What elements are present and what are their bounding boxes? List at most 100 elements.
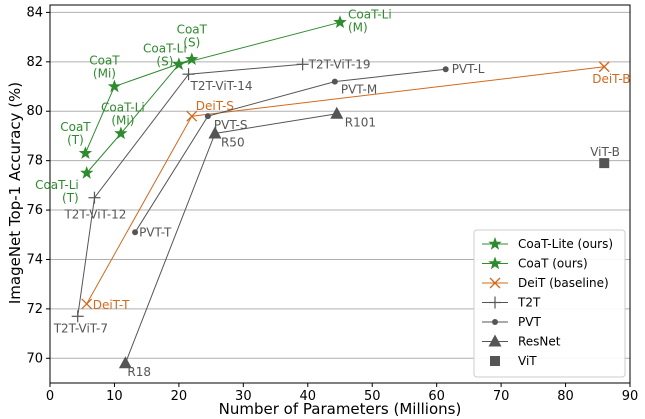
triangle-shape	[118, 356, 132, 369]
point-label: PVT-M	[341, 83, 377, 97]
star-shape	[80, 166, 94, 179]
point-label-line: T2T-ViT-19	[308, 57, 371, 71]
circle-marker	[132, 229, 139, 236]
triangle-marker	[118, 356, 132, 369]
point-label-line: (T)	[67, 133, 84, 147]
point-label: DeiT-S	[196, 99, 234, 113]
circle-marker	[331, 78, 338, 85]
point-label: PVT-T	[139, 225, 172, 239]
point-label: T2T-ViT-19	[308, 57, 371, 71]
x-tick-label: 30	[235, 389, 252, 404]
point-label-line: R50	[221, 135, 245, 149]
legend-entry: ViT	[490, 354, 537, 368]
point-label-line: DeiT-B	[592, 72, 630, 86]
legend-entry: T2T	[482, 296, 541, 310]
star-shape	[107, 79, 122, 93]
y-tick-label: 82	[26, 55, 43, 70]
point-label-line: PVT-S	[214, 118, 248, 132]
x-marker	[186, 110, 198, 122]
square-shape	[490, 356, 500, 366]
plus-marker	[296, 58, 309, 71]
legend-box	[473, 229, 626, 378]
plus-marker	[88, 191, 101, 204]
circle-shape	[204, 113, 211, 120]
x-tick-label: 80	[557, 389, 574, 404]
series-line	[86, 21, 341, 174]
point-label: T2T-ViT-14	[190, 79, 253, 93]
point-label-line: PVT-L	[452, 62, 485, 76]
legend-entry: CoaT-Lite (ours)	[482, 237, 613, 251]
point-label: CoaT-Li (M)	[348, 7, 392, 34]
circle-shape	[331, 78, 338, 85]
y-tick-label: 84	[26, 5, 43, 20]
square-marker	[490, 356, 500, 366]
triangle-shape	[488, 334, 502, 347]
triangle-marker	[330, 106, 344, 119]
point-label-line: PVT-M	[341, 83, 377, 97]
series-line	[77, 63, 303, 317]
star-marker	[488, 256, 502, 270]
point-label-line: T2T-ViT-7	[53, 321, 108, 335]
series-coat-ours: CoaT (T)CoaT (Mi)CoaT (S)	[60, 22, 208, 159]
y-tick-label: 76	[26, 203, 43, 218]
plus-marker	[489, 296, 501, 309]
point-label-line: (T)	[62, 191, 79, 205]
star-shape	[333, 15, 347, 28]
point-label-line: T2T-ViT-14	[190, 79, 253, 93]
star-marker	[185, 52, 199, 65]
y-tick-label: 72	[26, 302, 43, 317]
x-tick-label: 40	[300, 389, 317, 404]
x-tick-label: 0	[46, 389, 54, 404]
x-stroke	[186, 110, 198, 122]
triangle-shape	[330, 106, 344, 119]
y-tick-label: 80	[26, 104, 43, 119]
series-line	[134, 68, 446, 233]
point-label-line: CoaT-Li	[35, 178, 79, 192]
legend-label: ViT	[518, 354, 537, 368]
triangle-marker	[208, 126, 222, 139]
x-stroke	[598, 61, 610, 73]
square-shape	[599, 158, 610, 169]
point-label-line: CoaT-Li	[143, 41, 187, 55]
point-label-line: (S)	[156, 54, 173, 68]
point-label: PVT-S	[214, 118, 248, 132]
point-label: DeiT-B	[592, 72, 630, 86]
circle-shape	[132, 229, 139, 236]
point-label-line: CoaT	[60, 120, 91, 134]
point-label: CoaT (T)	[60, 120, 91, 147]
legend: CoaT-Lite (ours) CoaT (ours) DeiT (baselin…	[473, 229, 626, 378]
star-shape	[78, 146, 93, 159]
point-label: CoaT (S)	[177, 22, 208, 49]
plot-frame	[49, 4, 631, 384]
x-marker	[598, 61, 610, 73]
x-axis-label: Number of Parameters (Millions)	[219, 400, 462, 418]
x-stroke	[81, 298, 93, 310]
star-marker	[488, 237, 502, 250]
point-label: CoaT-Li (T)	[35, 178, 79, 205]
x-tick-label: 70	[493, 389, 510, 404]
x-tick-label: 10	[106, 389, 123, 404]
series-coat-lite-ours: CoaT-Li (T)CoaT-Li (Mi)CoaT-Li (S)CoaT-Li (M…	[35, 7, 392, 205]
series-pvt: PVT-T PVT-S PVT-M PVT-L	[132, 62, 485, 239]
point-label-line: CoaT	[177, 22, 208, 36]
point-label: CoaT-Li (S)	[143, 41, 187, 68]
series-t2t: T2T-ViT-7 T2T-ViT-12 T2T-ViT-14 T2T-ViT-19	[53, 57, 371, 335]
y-tick-label: 70	[26, 351, 43, 366]
plus-marker	[182, 68, 195, 81]
y-axis-label: ImageNet Top-1 Accuracy (%)	[6, 82, 24, 304]
star-shape	[185, 52, 199, 65]
triangle-shape	[208, 126, 222, 139]
circle-shape	[492, 319, 498, 325]
star-marker	[333, 15, 347, 28]
star-shape	[488, 237, 502, 250]
point-label-line: CoaT-Li	[348, 7, 392, 21]
circle-marker	[204, 113, 211, 120]
x-marker	[489, 277, 501, 289]
legend-label: CoaT (ours)	[518, 257, 588, 271]
legend-label: DeiT (baseline)	[518, 276, 609, 290]
point-label: R50	[221, 135, 245, 149]
x-tick-label: 90	[622, 389, 639, 404]
legend-label: PVT	[518, 315, 541, 329]
circle-marker	[442, 66, 449, 73]
